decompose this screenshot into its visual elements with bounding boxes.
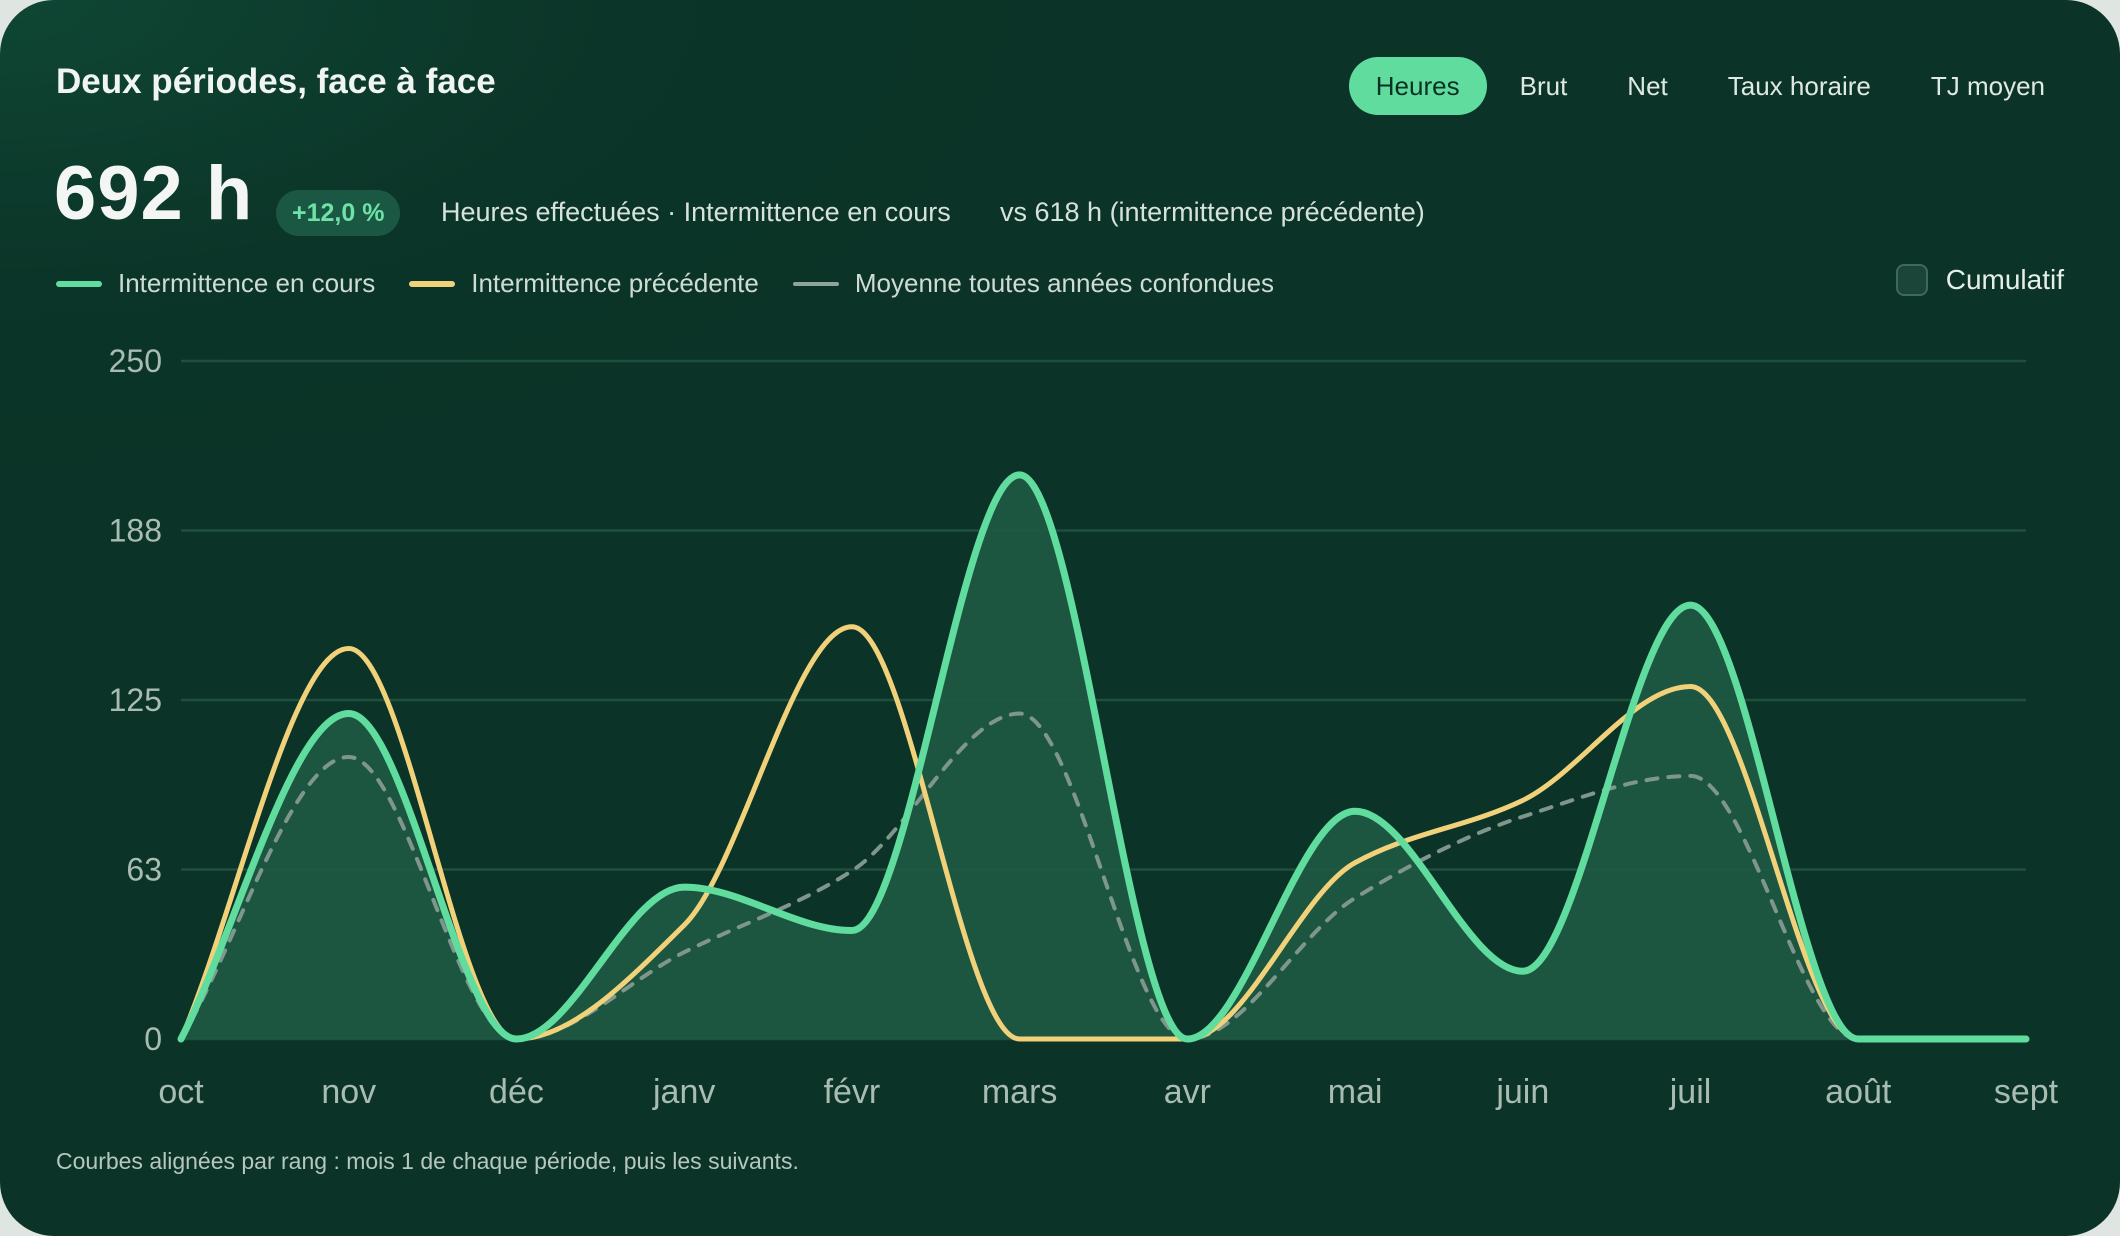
previous-series-line	[178, 624, 2029, 1042]
cumulatif-toggle[interactable]: Cumulatif	[1895, 264, 2064, 296]
x-tick-label: nov	[321, 1073, 376, 1111]
x-tick-label: mai	[1328, 1073, 1383, 1111]
legend-swatch-average	[792, 281, 839, 286]
legend-label-current: Intermittence en cours	[118, 268, 376, 298]
x-tick-label: janv	[652, 1073, 715, 1111]
x-tick-label: juin	[1495, 1073, 1549, 1111]
x-tick-label: déc	[489, 1073, 544, 1111]
legend-label-previous: Intermittence précédente	[471, 268, 759, 298]
tab-heures[interactable]: Heures	[1348, 57, 1487, 115]
legend-swatch-previous	[409, 280, 456, 287]
tab-brut[interactable]: Brut	[1519, 71, 1568, 101]
y-tick-label: 188	[109, 513, 162, 549]
y-tick-label: 63	[126, 852, 162, 888]
legend-swatch-current	[56, 280, 102, 287]
chart-legend: Intermittence en cours Intermittence pré…	[56, 268, 1308, 299]
x-tick-label: févr	[824, 1073, 881, 1111]
legend-item-average: Moyenne toutes années confondues	[792, 268, 1275, 299]
x-tick-label: juil	[1669, 1073, 1712, 1111]
total-hours-value: 692 h	[54, 151, 254, 236]
change-badge: +12,0 %	[276, 190, 401, 236]
chart-title: Deux périodes, face à face	[56, 62, 496, 101]
metric-tabs: Heures Brut Net Taux horaire TJ moyen	[1343, 57, 2072, 115]
x-tick-label: sept	[1994, 1073, 2059, 1111]
x-tick-label: avr	[1164, 1073, 1211, 1111]
tab-net[interactable]: Net	[1627, 71, 1668, 101]
y-tick-label: 0	[144, 1021, 162, 1057]
legend-label-average: Moyenne toutes années confondues	[854, 268, 1275, 298]
summary-comparison: vs 618 h (intermittence précédente)	[1000, 197, 1425, 227]
legend-item-previous: Intermittence précédente	[409, 268, 759, 299]
footnote: Courbes alignées par rang : mois 1 de ch…	[56, 1148, 799, 1174]
x-tick-label: oct	[158, 1073, 204, 1111]
x-tick-label: août	[1825, 1073, 1892, 1111]
tab-taux-horaire[interactable]: Taux horaire	[1727, 71, 1871, 101]
cumulatif-label: Cumulatif	[1945, 264, 2064, 295]
x-tick-label: mars	[982, 1073, 1058, 1111]
average-series-line	[179, 711, 2028, 1042]
legend-item-current: Intermittence en cours	[56, 268, 375, 299]
y-tick-label: 125	[109, 682, 162, 718]
current-series-line	[177, 471, 2030, 1043]
tab-tj-moyen[interactable]: TJ moyen	[1930, 71, 2045, 101]
cumulatif-checkbox[interactable]	[1895, 264, 1928, 296]
summary-description: Heures effectuées · Intermittence en cou…	[441, 197, 951, 227]
y-tick-label: 250	[109, 343, 162, 379]
